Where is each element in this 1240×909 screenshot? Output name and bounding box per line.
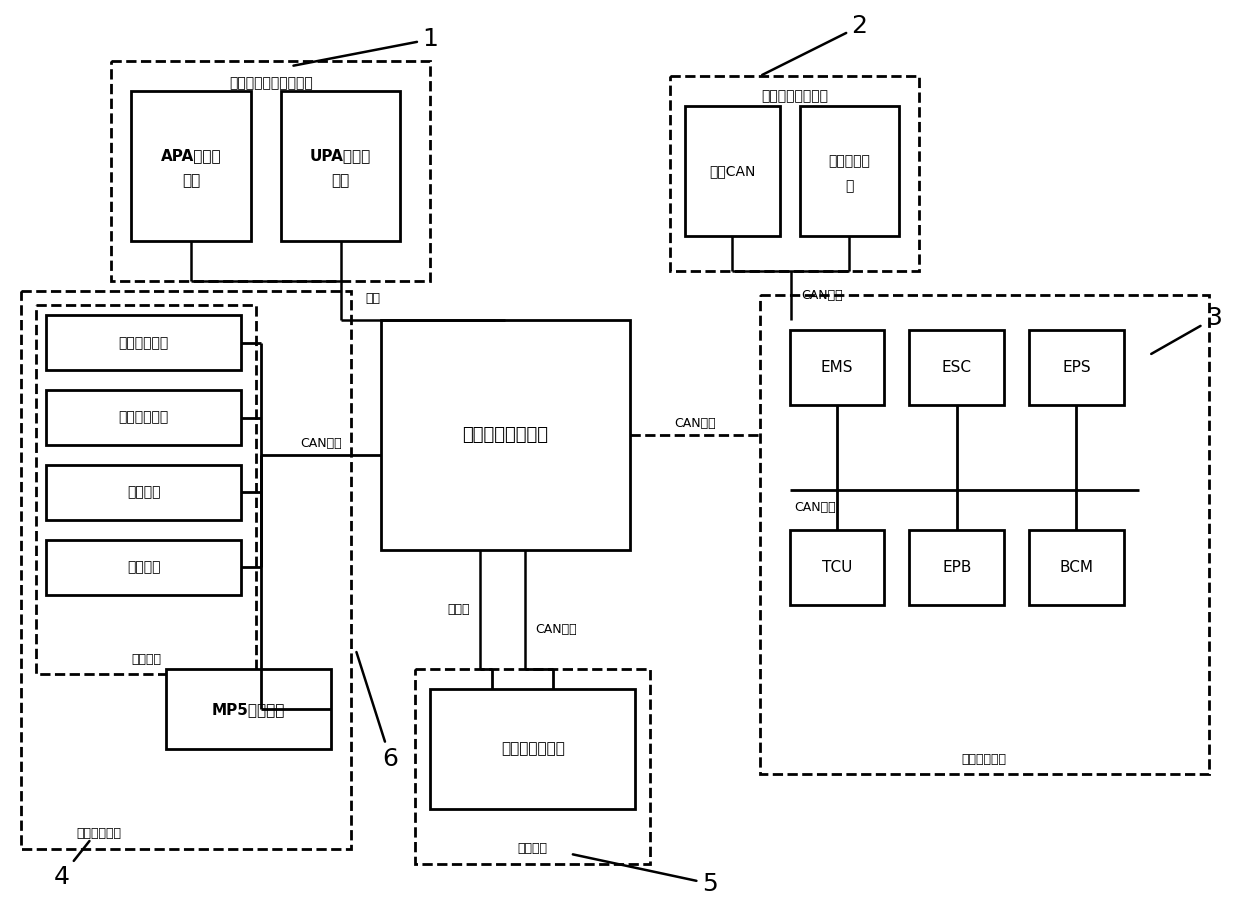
Bar [46, 465, 241, 520]
Text: APA超声波: APA超声波 [161, 148, 221, 164]
Bar [909, 330, 1004, 405]
Bar [46, 315, 241, 370]
Bar [280, 91, 401, 241]
Text: EPS: EPS [1063, 360, 1091, 375]
Text: 5: 5 [573, 854, 718, 895]
Text: CAN总线: CAN总线 [795, 502, 836, 514]
Bar [166, 669, 331, 749]
Text: CAN总线: CAN总线 [675, 416, 715, 430]
Bar [46, 540, 241, 594]
Text: 车辆CAN: 车辆CAN [709, 164, 755, 178]
Text: 人机交互模块: 人机交互模块 [76, 827, 122, 840]
Text: 车辆周边环境信息模块: 车辆周边环境信息模块 [229, 76, 312, 90]
Bar [36, 305, 255, 674]
Text: 机机交互: 机机交互 [517, 843, 548, 855]
Text: EPB: EPB [942, 560, 971, 574]
Bar [760, 295, 1209, 774]
Text: CAN总线: CAN总线 [801, 289, 842, 302]
Text: 横摆角传感: 横摆角传感 [828, 154, 870, 168]
Text: 向左平行泊车: 向左平行泊车 [119, 411, 169, 425]
Text: TCU: TCU [822, 560, 852, 574]
Text: 平行泊出: 平行泊出 [126, 485, 160, 499]
Text: 雷达: 雷达 [182, 174, 200, 188]
Text: CAN总线: CAN总线 [536, 623, 577, 636]
Bar [1029, 530, 1123, 604]
Text: 全自动泊车控制器: 全自动泊车控制器 [463, 426, 548, 445]
Text: BCM: BCM [1059, 560, 1094, 574]
Bar [112, 61, 430, 281]
Text: ESC: ESC [941, 360, 972, 375]
Bar [790, 330, 884, 405]
Bar [430, 689, 635, 809]
Text: CAN总线: CAN总线 [300, 436, 341, 450]
Text: 4: 4 [53, 841, 89, 889]
Bar [46, 390, 241, 445]
Bar [909, 530, 1004, 604]
Bar [790, 530, 884, 604]
Text: 2: 2 [763, 15, 868, 75]
Bar [670, 76, 919, 271]
Bar [381, 320, 630, 550]
Text: 1: 1 [294, 27, 439, 65]
Text: 以太网: 以太网 [448, 603, 470, 616]
Text: 无人驾驶控制器: 无人驾驶控制器 [501, 742, 564, 756]
Bar [684, 106, 780, 235]
Text: 器: 器 [846, 179, 853, 193]
Text: 3: 3 [1151, 306, 1221, 354]
Bar [1029, 330, 1123, 405]
Bar [21, 291, 351, 849]
Text: 串口: 串口 [366, 292, 381, 305]
Text: 6: 6 [356, 652, 398, 771]
Text: 车辆执行模块: 车辆执行模块 [962, 753, 1007, 765]
Text: 硬件开关: 硬件开关 [131, 653, 161, 666]
Bar [800, 106, 899, 235]
Text: MP5显示模块: MP5显示模块 [212, 702, 285, 716]
Text: 车辆信息采集模块: 车辆信息采集模块 [761, 89, 828, 103]
Text: EMS: EMS [821, 360, 853, 375]
Bar [415, 669, 650, 864]
Text: 雷达: 雷达 [331, 174, 350, 188]
Text: 向右平行泊车: 向右平行泊车 [119, 335, 169, 350]
Text: 泊车取消: 泊车取消 [126, 560, 160, 574]
Bar [131, 91, 250, 241]
Text: UPA超声波: UPA超声波 [310, 148, 371, 164]
